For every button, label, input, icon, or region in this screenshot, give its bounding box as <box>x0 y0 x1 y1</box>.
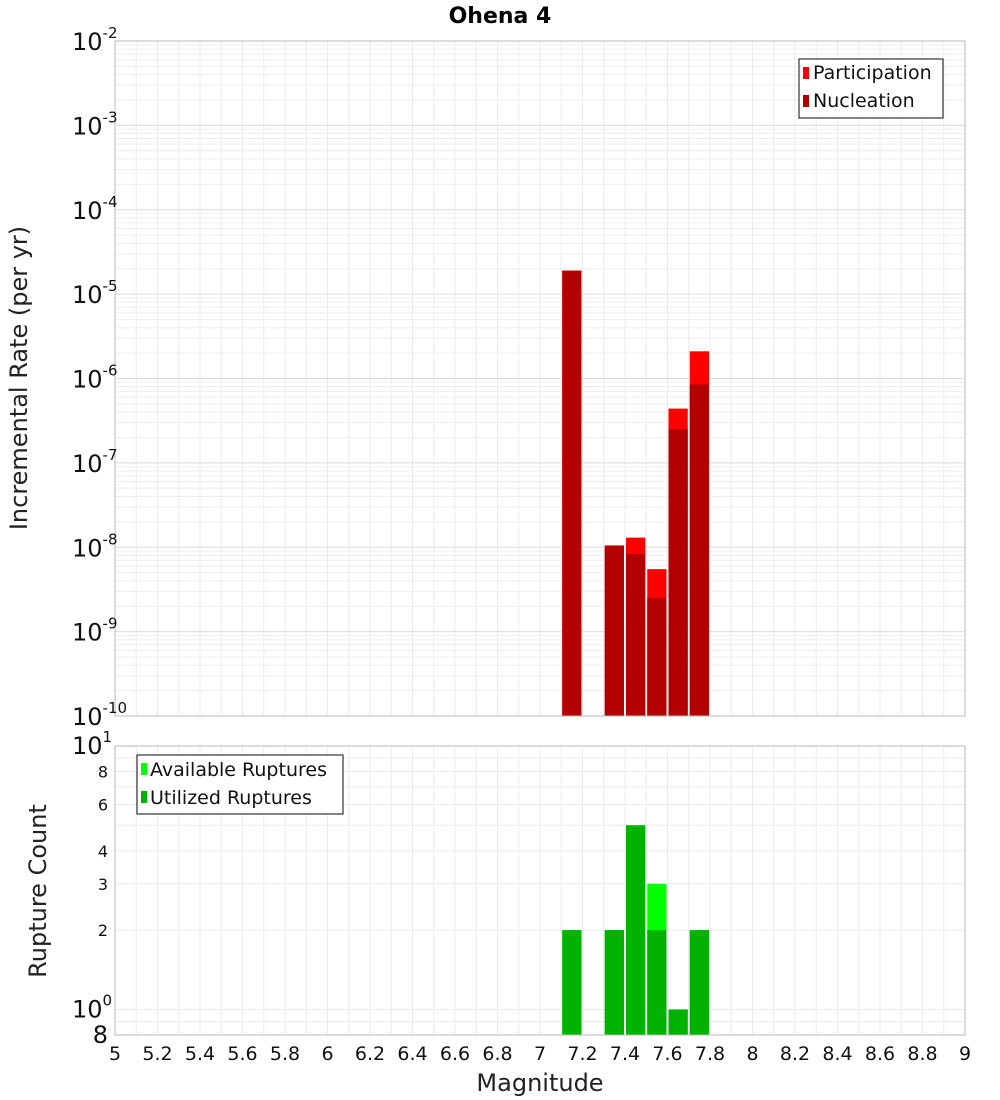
top-y-tick-label: 10-10 <box>72 699 127 731</box>
legend-swatch-nucleation <box>803 95 809 107</box>
top-panel: 10-2 10-3 10-4 10-5 10-6 10-7 10-8 10-9 10-10 In… <box>5 24 966 731</box>
legend-swatch-participation <box>803 67 809 79</box>
top-y-tick-label: 10-8 <box>72 530 118 562</box>
bottom-bars <box>562 825 709 1035</box>
x-tick-label: 7.4 <box>610 1043 640 1065</box>
bottom-y-tick-label-minor: 4 <box>98 842 108 861</box>
legend-label-utilized-ruptures: Utilized Ruptures <box>150 787 312 809</box>
x-tick-label: 5.4 <box>185 1043 215 1065</box>
x-tick-label: 7.8 <box>695 1043 725 1065</box>
bottom-y-tick-label-minor: 2 <box>98 921 108 940</box>
x-tick-label: 7.2 <box>567 1043 597 1065</box>
bottom-y-tick-label-major: 100 <box>72 991 112 1023</box>
x-tick-label: 9 <box>959 1043 971 1065</box>
x-tick-label: 8.6 <box>865 1043 895 1065</box>
x-tick-label: 5.2 <box>142 1043 172 1065</box>
x-tick-label: 6.8 <box>482 1043 512 1065</box>
legend-label-nucleation: Nucleation <box>813 90 915 112</box>
top-bar-nucleation <box>626 554 646 716</box>
top-y-tick-label: 10-6 <box>72 362 118 394</box>
x-tick-label: 7 <box>534 1043 546 1065</box>
bottom-bar-utilized-ruptures <box>668 1009 688 1035</box>
bottom-bar-utilized-ruptures <box>562 930 582 1035</box>
bottom-y-tick-label-minor: 8 <box>93 1021 108 1049</box>
bottom-y-tick-label-major: 101 <box>72 728 112 760</box>
legend-label-participation: Participation <box>813 62 932 84</box>
bottom-bar-utilized-ruptures <box>604 930 624 1035</box>
top-bars <box>562 270 709 716</box>
bottom-y-tick-label-minor: 8 <box>98 763 108 782</box>
legend-swatch-utilized-ruptures <box>141 791 147 803</box>
bottom-bar-utilized-ruptures <box>647 930 667 1035</box>
top-y-tick-label: 10-7 <box>72 446 118 478</box>
bottom-bar-utilized-ruptures <box>689 930 709 1035</box>
bottom-plot-border <box>114 745 966 1036</box>
x-tick-label: 7.6 <box>652 1043 682 1065</box>
x-tick-label: 5.6 <box>227 1043 257 1065</box>
x-tick-label: 6.2 <box>355 1043 385 1065</box>
chart-title: Ohena 4 <box>449 4 552 29</box>
top-grid <box>114 41 966 717</box>
bottom-legend: Available Ruptures Utilized Ruptures <box>136 754 344 815</box>
legend-swatch-available-ruptures <box>141 763 147 775</box>
top-legend: Participation Nucleation <box>798 58 944 119</box>
x-axis-title: Magnitude <box>476 1069 603 1097</box>
top-y-tick-label: 10-4 <box>72 193 118 225</box>
bottom-y-tick-label-minor: 3 <box>98 875 108 894</box>
x-tick-label: 5 <box>109 1043 121 1065</box>
x-tick-label: 8.4 <box>822 1043 852 1065</box>
x-tick-label: 6.4 <box>397 1043 427 1065</box>
x-tick-label: 5.8 <box>270 1043 300 1065</box>
bottom-y-axis-title: Rupture Count <box>24 804 52 978</box>
top-bar-nucleation <box>647 598 667 716</box>
top-y-tick-label: 10-9 <box>72 615 118 647</box>
top-y-axis-title: Incremental Rate (per yr) <box>5 226 33 530</box>
top-y-tick-label: 10-2 <box>72 24 118 56</box>
top-bar-nucleation <box>689 384 709 716</box>
x-tick-label: 6.6 <box>440 1043 470 1065</box>
top-bar-nucleation <box>562 270 582 716</box>
top-y-tick-label: 10-3 <box>72 108 118 140</box>
top-plot-border <box>114 40 966 717</box>
x-tick-label: 8.2 <box>780 1043 810 1065</box>
x-tick-label: 8.8 <box>907 1043 937 1065</box>
x-tick-label: 6 <box>321 1043 333 1065</box>
top-y-tick-label: 10-5 <box>72 277 118 309</box>
x-tick-labels: 5 5.2 5.4 5.6 5.8 6 6.2 6.4 6.6 6.8 7 7.2 7.4 7.6 7.8 8… <box>109 1043 971 1065</box>
top-bar-nucleation <box>668 429 688 716</box>
bottom-y-tick-label-minor: 6 <box>98 795 108 814</box>
legend-label-available-ruptures: Available Ruptures <box>150 759 327 781</box>
top-y-tick-labels: 10-2 10-3 10-4 10-5 10-6 10-7 10-8 10-9 10-10 <box>72 24 127 731</box>
bottom-bar-utilized-ruptures <box>626 825 646 1035</box>
top-bar-nucleation <box>604 545 624 716</box>
x-tick-label: 8 <box>746 1043 758 1065</box>
